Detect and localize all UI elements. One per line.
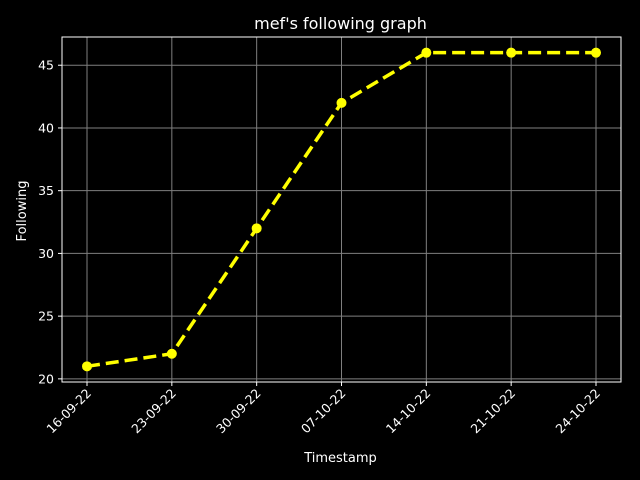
data-point — [336, 97, 347, 108]
grid — [62, 37, 621, 382]
data-point — [591, 47, 601, 58]
y-axis-label: Following — [15, 181, 30, 242]
y-tick-label: 35 — [38, 183, 54, 198]
chart-title: mef's following graph — [254, 14, 427, 33]
x-axis-label: Timestamp — [303, 451, 377, 466]
data-point — [82, 361, 92, 372]
y-tick-label: 40 — [38, 120, 54, 135]
data-point — [506, 47, 517, 58]
y-tick-label: 30 — [38, 246, 54, 261]
data-point — [166, 348, 177, 359]
plot-area — [82, 47, 601, 372]
y-tick-label: 25 — [38, 309, 54, 324]
y-tick-label: 20 — [38, 371, 54, 386]
data-point — [421, 47, 432, 58]
data-point — [251, 223, 262, 234]
y-tick-label: 45 — [38, 58, 54, 73]
y-axis: 20 25 30 35 40 45 — [38, 58, 62, 386]
